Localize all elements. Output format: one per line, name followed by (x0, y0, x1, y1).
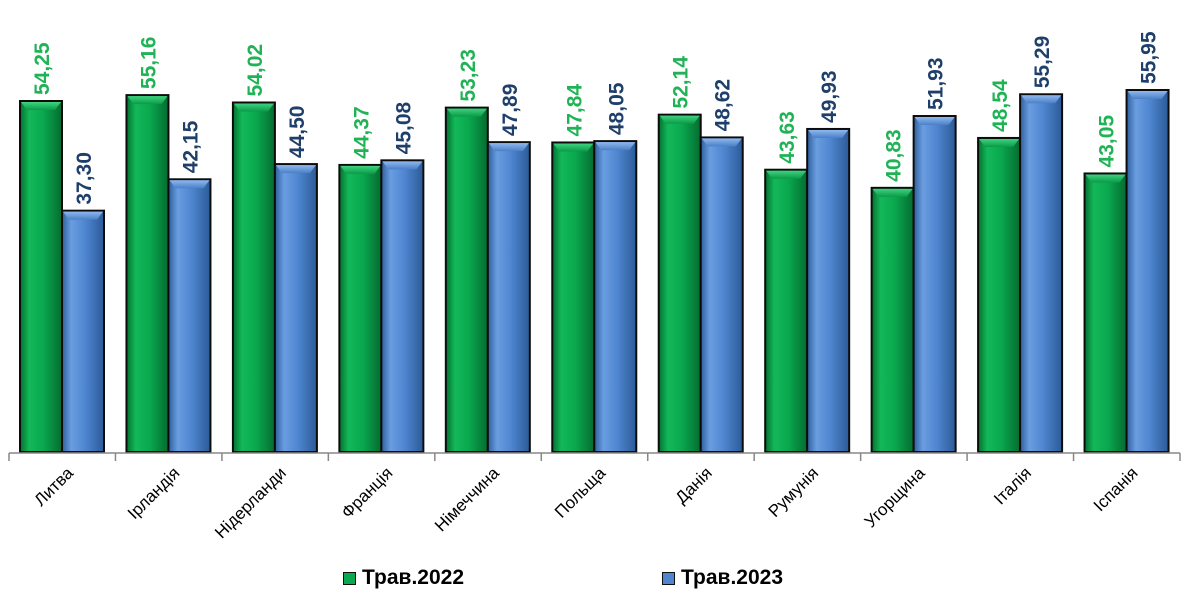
bar-2022 (977, 136, 1022, 453)
bar-2023 (1125, 89, 1170, 453)
data-label: 53,23 (457, 49, 480, 102)
data-label: 43,05 (1096, 115, 1119, 168)
bar-bevel (595, 142, 636, 151)
bar-2022 (657, 113, 702, 453)
data-label: 48,05 (605, 82, 628, 135)
x-tick-label: Польща (551, 463, 610, 522)
bar-2022 (338, 163, 383, 454)
chart-legend: Трав.2022 Трав.2023 (0, 566, 1187, 600)
bar-bevel (872, 188, 913, 197)
bar-bevel (169, 180, 210, 189)
data-label: 47,89 (499, 84, 522, 137)
bar-2022 (551, 141, 596, 454)
legend-swatch-2023 (662, 571, 675, 585)
bar-2023 (806, 127, 851, 453)
bar-bevel (1085, 174, 1126, 183)
bar-2023 (61, 209, 105, 453)
data-label: 43,63 (776, 111, 799, 164)
bar-2023 (593, 140, 638, 454)
bar-bevel (1127, 91, 1168, 100)
data-label: 42,15 (179, 120, 202, 173)
bar-2023 (380, 159, 425, 453)
data-label: 48,54 (989, 79, 1012, 132)
data-label: 40,83 (883, 129, 906, 182)
data-label: 54,25 (31, 42, 54, 95)
bar-bevel (808, 129, 849, 138)
data-label: 55,95 (1138, 31, 1161, 84)
x-tick-label: Литва (31, 463, 78, 510)
bar-bevel (382, 161, 423, 170)
bar-2023 (167, 178, 212, 454)
x-tick-label: Німеччина (431, 463, 503, 535)
legend-item-2023: Трав.2023 (662, 566, 783, 590)
data-label: 55,16 (137, 37, 160, 90)
bar-bevel (659, 115, 700, 124)
bar-bevel (446, 108, 487, 117)
bar-bevel (233, 103, 274, 112)
data-label: 44,37 (350, 106, 373, 159)
bar-bevel (275, 165, 316, 174)
data-label: 44,50 (286, 106, 309, 159)
bar-2023 (699, 136, 744, 454)
data-label: 49,93 (818, 70, 841, 123)
x-tick-label: Франція (338, 463, 397, 522)
legend-label-2023: Трав.2023 (681, 566, 783, 589)
x-tick-label: Ірландія (124, 463, 184, 523)
bar-2022 (870, 186, 915, 453)
data-label: 37,30 (73, 152, 96, 205)
data-label: 48,62 (712, 79, 735, 132)
bar-bevel (63, 211, 103, 220)
bar-2022 (231, 101, 276, 453)
x-tick-label: Угорщина (861, 463, 929, 531)
bar-bevel (979, 138, 1020, 147)
legend-swatch-2022 (343, 571, 356, 585)
bar-bevel (553, 143, 594, 152)
bar-2023 (273, 163, 318, 454)
x-tick-label: Іспанія (1090, 463, 1142, 515)
x-tick-label: Нідерланди (211, 463, 290, 542)
bar-bevel (127, 96, 168, 105)
bar-bevel (21, 102, 61, 111)
legend-item-2022: Трав.2022 (343, 566, 464, 590)
data-label: 45,08 (392, 101, 415, 154)
data-label: 51,93 (925, 57, 948, 110)
data-label: 47,84 (563, 84, 586, 137)
bar-2022 (444, 106, 489, 453)
x-tick-label: Данія (672, 463, 716, 507)
bar-2023 (912, 115, 957, 453)
bar-2022 (764, 168, 809, 453)
bar-bevel (340, 165, 381, 174)
bar-2022 (19, 100, 63, 453)
x-tick-label: Італія (990, 463, 1035, 508)
bar-2022 (125, 94, 170, 453)
bar-2022 (1083, 172, 1128, 454)
data-label: 54,02 (244, 44, 267, 97)
bar-bevel (701, 138, 742, 147)
bar-2023 (486, 141, 531, 453)
legend-label-2022: Трав.2022 (362, 566, 464, 589)
bar-bevel (1021, 95, 1062, 104)
bar-bevel (488, 143, 529, 152)
data-label: 52,14 (670, 56, 693, 109)
bar-bevel (766, 170, 807, 179)
data-label: 55,29 (1031, 36, 1054, 89)
bar-2023 (1019, 93, 1064, 453)
x-tick-label: Румунія (765, 463, 823, 521)
bar-bevel (914, 117, 955, 126)
